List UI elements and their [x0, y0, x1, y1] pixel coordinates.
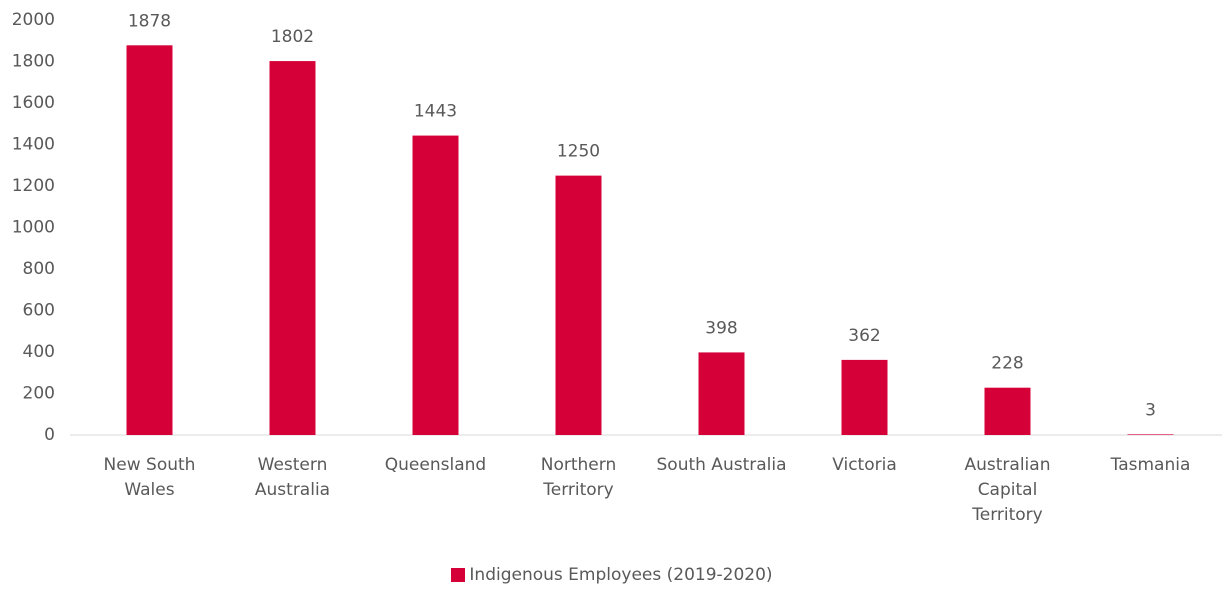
x-tick-label: New South Wales	[103, 455, 196, 500]
bar	[984, 387, 1031, 435]
y-tick-label: 400	[23, 342, 55, 362]
y-tick-label: 2000	[12, 10, 55, 30]
bar	[555, 175, 602, 435]
bar	[412, 135, 459, 435]
x-tick-label: Australian Capital Territory	[964, 455, 1051, 525]
data-label: 228	[991, 354, 1023, 374]
x-tick-label: South Australia	[656, 455, 787, 475]
data-label: 1250	[557, 142, 600, 162]
bar	[841, 359, 888, 435]
y-tick-label: 600	[23, 301, 55, 321]
x-tick-label: Victoria	[832, 455, 897, 475]
y-tick-label: 800	[23, 259, 55, 279]
legend-swatch	[451, 568, 466, 582]
data-label: 1443	[414, 102, 457, 122]
x-tick-label: Northern Territory	[540, 455, 617, 500]
bar	[698, 352, 745, 435]
x-tick-label: Tasmania	[1110, 455, 1191, 475]
bar	[1127, 434, 1174, 435]
data-label: 398	[705, 318, 737, 338]
bar	[126, 45, 173, 435]
bar	[269, 61, 316, 436]
x-tick-label: Western Australia	[254, 455, 331, 500]
y-tick-label: 1800	[12, 52, 55, 72]
data-label: 1878	[128, 11, 171, 31]
y-tick-label: 200	[23, 384, 55, 404]
y-tick-label: 1200	[12, 176, 55, 196]
data-label: 3	[1145, 400, 1156, 420]
data-label: 362	[848, 326, 880, 346]
y-tick-label: 1400	[12, 135, 55, 155]
x-tick-label: Queensland	[384, 455, 487, 475]
legend: Indigenous Employees (2019-2020)	[0, 565, 1224, 585]
y-tick-label: 1600	[12, 93, 55, 113]
legend-label: Indigenous Employees (2019-2020)	[469, 565, 773, 585]
data-label: 1802	[271, 27, 314, 47]
y-tick-label: 0	[44, 425, 55, 445]
y-tick-label: 1000	[12, 218, 55, 238]
